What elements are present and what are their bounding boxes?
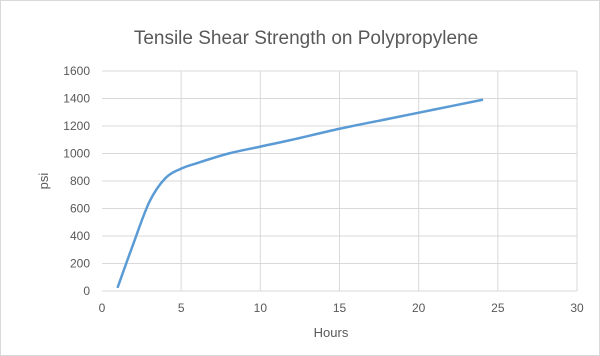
data-point [385, 117, 389, 121]
x-axis-ticks: 0 5 10 15 20 25 30 [99, 301, 584, 315]
x-tick-label: 15 [333, 301, 347, 315]
data-point [338, 127, 341, 130]
x-tick-label: 20 [412, 301, 426, 315]
y-tick-label: 1400 [63, 92, 90, 106]
y-tick-label: 800 [70, 174, 90, 188]
x-tick-label: 25 [491, 301, 505, 315]
chart-title: Tensile Shear Strength on Polypropylene [134, 28, 478, 49]
x-tick-label: 10 [254, 301, 268, 315]
gridlines [102, 70, 578, 292]
data-point [290, 138, 294, 141]
data-point [132, 241, 135, 245]
x-axis-label: Hours [314, 325, 349, 340]
y-axis-ticks: 0 200 400 600 800 1000 1200 1400 1600 [63, 64, 90, 298]
data-point [259, 145, 262, 148]
x-tick-label: 30 [570, 301, 584, 315]
x-tick-label: 5 [178, 301, 185, 315]
data-point [116, 285, 120, 289]
data-point [148, 200, 151, 203]
y-tick-label: 1200 [63, 119, 90, 133]
data-point [227, 152, 230, 155]
data-point [480, 98, 484, 102]
data-point [433, 108, 436, 111]
y-tick-label: 0 [83, 284, 90, 298]
y-tick-label: 200 [70, 257, 90, 271]
y-tick-label: 1000 [63, 147, 90, 161]
y-axis-label: psi [36, 173, 51, 190]
y-tick-label: 400 [70, 229, 90, 243]
data-point [164, 177, 167, 180]
data-point [195, 161, 199, 165]
x-tick-label: 0 [99, 301, 106, 315]
y-tick-label: 1600 [63, 64, 90, 78]
series-points [116, 98, 484, 289]
series-line [116, 98, 484, 289]
data-point [179, 167, 183, 170]
y-tick-label: 600 [70, 202, 90, 216]
